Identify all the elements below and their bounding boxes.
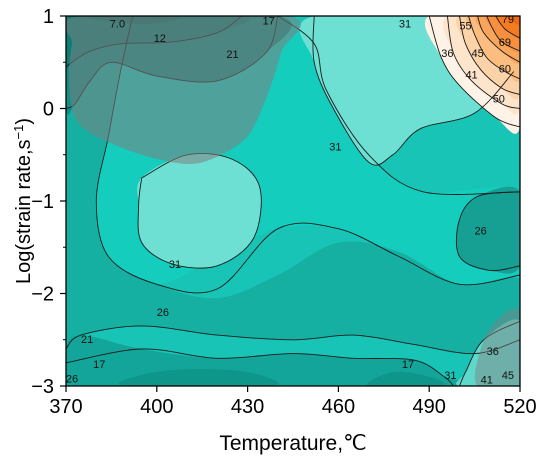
contour-line [312,16,515,166]
contour-label: 21 [226,49,238,61]
x-axis-label: Temperature,℃ [219,432,366,455]
y-axis-ticks: −3 −2 −1 0 1 [31,6,66,398]
contour-label: 17 [402,359,414,371]
y-tick-label: −1 [31,191,54,213]
y-tick-label: 1 [43,6,54,28]
x-tick-label: 490 [413,396,446,418]
contour-label: 41 [481,375,493,387]
contour-line [477,16,520,63]
contour-label: 55 [459,20,471,32]
x-tick-label: 400 [140,396,173,418]
x-tick-label: 430 [231,396,264,418]
contour-label: 41 [465,69,477,81]
contour-label: 17 [263,16,275,28]
contour-label: 17 [93,359,105,371]
contour-label: 26 [475,226,487,238]
contour-region-island-light [137,153,262,269]
y-axis-label-exponent: −1 [11,125,26,140]
contour-line [459,320,520,386]
contour-region-bottom-dark-2 [366,371,445,386]
contour-label: 69 [499,37,511,49]
contour-line [66,348,454,386]
contour-line [428,16,520,128]
contour-line [468,16,520,80]
contour-region-right-dark [456,186,520,274]
instability-bottom-right [474,308,520,386]
contour-label: 26 [157,307,169,319]
contour-label: 31 [169,259,181,271]
x-tick-label: 520 [503,396,536,418]
y-tick-label: 0 [43,99,54,121]
y-axis-label: Log(strain rate,s−1) [11,118,36,284]
contour-label: 26 [66,374,78,386]
y-axis-label-main: Log(strain rate,s [13,139,35,284]
contour-labels: 7.0 12 17 21 31 36 55 79 45 69 41 60 50 31 26 31 26 21 17 1… [66,14,514,387]
contour-label: 45 [502,370,514,382]
y-tick-label: −3 [31,376,54,398]
y-tick-label: −2 [31,284,54,306]
contour-line [486,16,520,52]
contour-label: 31 [444,370,456,382]
contour-label: 12 [154,33,166,45]
y-axis-label-close: ) [13,118,35,125]
x-axis-ticks: 370 400 430 460 490 520 [49,386,537,418]
contour-line [66,325,520,355]
contour-line [495,16,520,39]
instability-regions [66,16,520,386]
x-tick-label: 370 [49,396,82,418]
contour-label: 31 [399,18,411,30]
contour-line [455,191,520,272]
contour-line [277,16,520,195]
contour-label: 36 [441,48,453,60]
contour-region-bottom-right-light [456,319,520,386]
contour-line [459,16,520,96]
contour-label: 36 [487,346,499,358]
contour-region-bottom-dark [118,369,279,386]
contour-label: 50 [493,93,505,105]
x-tick-label: 460 [322,396,355,418]
contour-line [446,16,520,109]
contour-label: 60 [499,64,511,76]
contour-label: 21 [81,334,93,346]
contour-label: 79 [502,14,514,26]
contour-region-left-band-21 [66,16,520,370]
contour-label: 45 [472,48,484,60]
contour-region-hot-79 [504,16,520,26]
instability-top-left [66,16,301,165]
contour-label: 31 [329,141,341,153]
contour-label: 7.0 [110,18,125,30]
